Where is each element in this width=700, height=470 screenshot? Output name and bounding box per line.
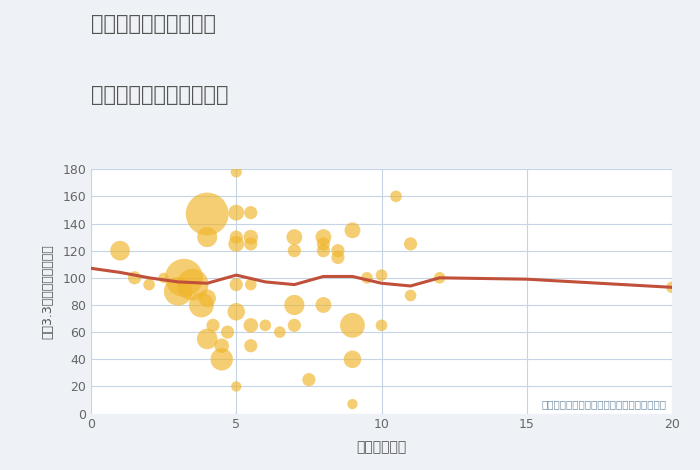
Point xyxy=(245,321,256,329)
Point xyxy=(318,233,329,241)
Point xyxy=(303,376,314,384)
X-axis label: 駅距離（分）: 駅距離（分） xyxy=(356,440,407,454)
Point xyxy=(207,321,218,329)
Point xyxy=(361,274,372,282)
Point xyxy=(332,254,344,261)
Point xyxy=(245,342,256,350)
Point xyxy=(172,288,183,295)
Point xyxy=(114,247,126,254)
Point xyxy=(434,274,445,282)
Point xyxy=(405,292,416,299)
Point xyxy=(216,342,228,350)
Text: 駅距離別中古戸建て価格: 駅距離別中古戸建て価格 xyxy=(91,85,228,105)
Point xyxy=(346,227,358,234)
Point xyxy=(274,329,286,336)
Y-axis label: 坪（3.3㎡）単価（万円）: 坪（3.3㎡）単価（万円） xyxy=(41,244,54,339)
Point xyxy=(376,321,387,329)
Point xyxy=(216,355,228,363)
Point xyxy=(202,210,213,218)
Point xyxy=(376,271,387,279)
Point xyxy=(231,281,242,289)
Point xyxy=(129,274,140,282)
Point xyxy=(144,281,155,289)
Point xyxy=(196,301,207,309)
Point xyxy=(346,400,358,408)
Point xyxy=(289,321,300,329)
Point xyxy=(245,240,256,248)
Point xyxy=(245,281,256,289)
Point xyxy=(231,240,242,248)
Point xyxy=(158,274,169,282)
Point xyxy=(178,274,190,282)
Point xyxy=(346,355,358,363)
Point xyxy=(202,294,213,302)
Point xyxy=(318,240,329,248)
Point xyxy=(231,168,242,176)
Text: 兵庫県西宮市鳴尾町の: 兵庫県西宮市鳴尾町の xyxy=(91,14,216,34)
Point xyxy=(231,383,242,390)
Point xyxy=(245,233,256,241)
Point xyxy=(405,240,416,248)
Point xyxy=(202,335,213,343)
Point xyxy=(231,209,242,216)
Point xyxy=(318,301,329,309)
Point xyxy=(289,247,300,254)
Point xyxy=(187,281,198,289)
Point xyxy=(391,193,402,200)
Point xyxy=(666,283,678,291)
Point xyxy=(231,308,242,315)
Point xyxy=(202,233,213,241)
Point xyxy=(318,247,329,254)
Point xyxy=(222,329,233,336)
Text: 円の大きさは、取引のあった物件面積を示す: 円の大きさは、取引のあった物件面積を示す xyxy=(541,399,666,409)
Point xyxy=(289,233,300,241)
Point xyxy=(332,247,344,254)
Point xyxy=(245,209,256,216)
Point xyxy=(289,301,300,309)
Point xyxy=(231,233,242,241)
Point xyxy=(346,321,358,329)
Point xyxy=(260,321,271,329)
